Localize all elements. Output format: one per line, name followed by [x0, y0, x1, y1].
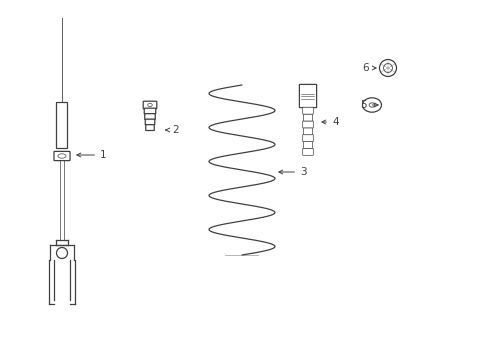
- Ellipse shape: [147, 103, 152, 107]
- Circle shape: [57, 248, 67, 258]
- Ellipse shape: [58, 154, 66, 158]
- Text: 2: 2: [165, 125, 178, 135]
- FancyBboxPatch shape: [144, 114, 155, 120]
- Text: 5: 5: [359, 100, 377, 110]
- FancyBboxPatch shape: [302, 148, 313, 155]
- FancyBboxPatch shape: [303, 114, 312, 121]
- Text: 1: 1: [77, 150, 106, 160]
- Text: 3: 3: [278, 167, 306, 177]
- FancyBboxPatch shape: [303, 128, 312, 135]
- FancyBboxPatch shape: [143, 101, 157, 109]
- FancyBboxPatch shape: [299, 84, 316, 108]
- FancyBboxPatch shape: [302, 135, 313, 141]
- FancyBboxPatch shape: [302, 121, 313, 128]
- Bar: [57, 102, 67, 148]
- Ellipse shape: [362, 98, 381, 112]
- Bar: [60, 156, 64, 240]
- FancyBboxPatch shape: [54, 152, 70, 161]
- FancyBboxPatch shape: [145, 125, 154, 130]
- FancyBboxPatch shape: [303, 141, 312, 148]
- Text: 6: 6: [361, 63, 375, 73]
- Text: 4: 4: [321, 117, 338, 127]
- Ellipse shape: [368, 103, 374, 107]
- FancyBboxPatch shape: [302, 107, 313, 114]
- FancyBboxPatch shape: [145, 119, 154, 125]
- Circle shape: [379, 59, 396, 77]
- FancyBboxPatch shape: [144, 108, 156, 114]
- Circle shape: [383, 64, 391, 72]
